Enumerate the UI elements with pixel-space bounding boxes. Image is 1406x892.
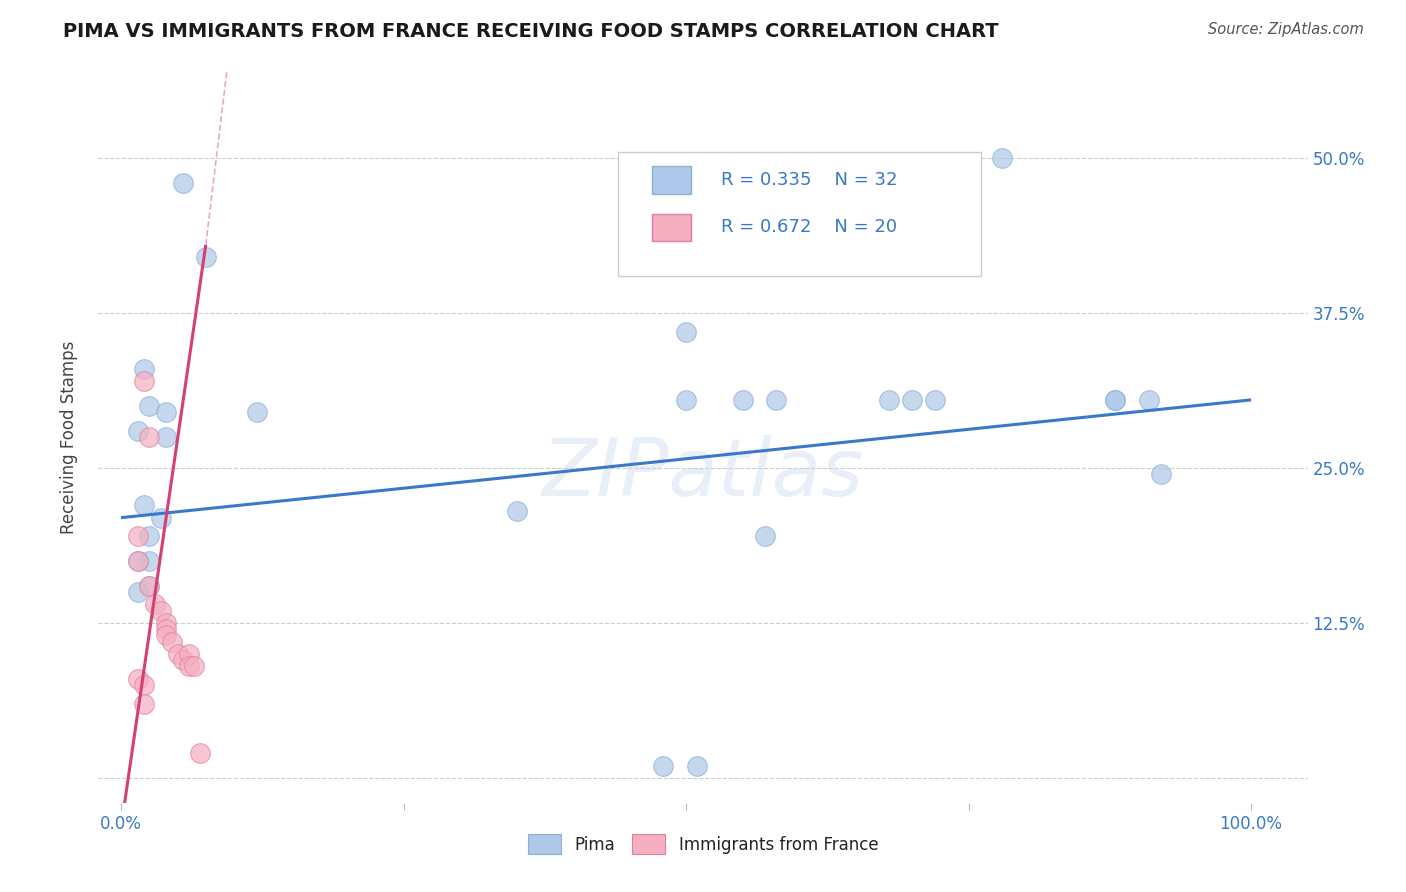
Point (160, 634, 183, 648)
Point (138, 554, 160, 568)
Point (754, 529, 776, 543)
Point (155, 405, 177, 419)
Point (155, 622, 177, 636)
Point (132, 697, 155, 711)
Point (155, 615, 177, 630)
Point (505, 504, 527, 518)
Point (765, 392, 787, 407)
Text: PIMA VS IMMIGRANTS FROM FRANCE RECEIVING FOOD STAMPS CORRELATION CHART: PIMA VS IMMIGRANTS FROM FRANCE RECEIVING… (63, 22, 998, 41)
Text: Source: ZipAtlas.com: Source: ZipAtlas.com (1208, 22, 1364, 37)
Point (166, 647, 188, 661)
Point (138, 430, 160, 444)
Point (143, 598, 166, 612)
Point (991, 151, 1014, 165)
FancyBboxPatch shape (652, 166, 690, 194)
Point (246, 405, 269, 419)
Point (1137, 392, 1160, 407)
Point (127, 554, 149, 568)
Point (731, 392, 754, 407)
FancyBboxPatch shape (619, 152, 981, 277)
Point (138, 579, 160, 593)
Point (149, 604, 172, 618)
Point (138, 399, 160, 413)
Point (901, 392, 924, 407)
Point (686, 758, 709, 772)
Point (155, 628, 177, 642)
Text: R = 0.335    N = 32: R = 0.335 N = 32 (721, 170, 897, 188)
Point (149, 510, 172, 524)
Y-axis label: Receiving Food Stamps: Receiving Food Stamps (59, 341, 77, 533)
Point (1104, 392, 1126, 407)
Point (138, 529, 160, 543)
Point (675, 392, 697, 407)
Point (177, 647, 200, 661)
Point (127, 529, 149, 543)
Point (172, 653, 194, 667)
Point (188, 746, 211, 760)
Text: ZIPatlas: ZIPatlas (541, 434, 865, 513)
Point (132, 678, 155, 692)
FancyBboxPatch shape (652, 213, 690, 241)
Point (177, 659, 200, 673)
Point (810, 238, 832, 252)
Point (132, 498, 155, 512)
Point (155, 430, 177, 444)
Point (879, 392, 901, 407)
Point (138, 579, 160, 593)
Point (675, 325, 697, 339)
Point (1104, 392, 1126, 407)
Legend: Pima, Immigrants from France: Pima, Immigrants from France (522, 828, 884, 860)
Point (132, 362, 155, 376)
Point (652, 758, 675, 772)
Point (127, 424, 149, 438)
Point (924, 392, 946, 407)
Point (194, 250, 217, 264)
Point (183, 659, 205, 673)
Text: R = 0.672    N = 20: R = 0.672 N = 20 (721, 219, 897, 236)
Point (127, 554, 149, 568)
Point (1150, 467, 1173, 482)
Point (172, 176, 194, 190)
Point (132, 374, 155, 388)
Point (127, 672, 149, 686)
Point (127, 585, 149, 599)
